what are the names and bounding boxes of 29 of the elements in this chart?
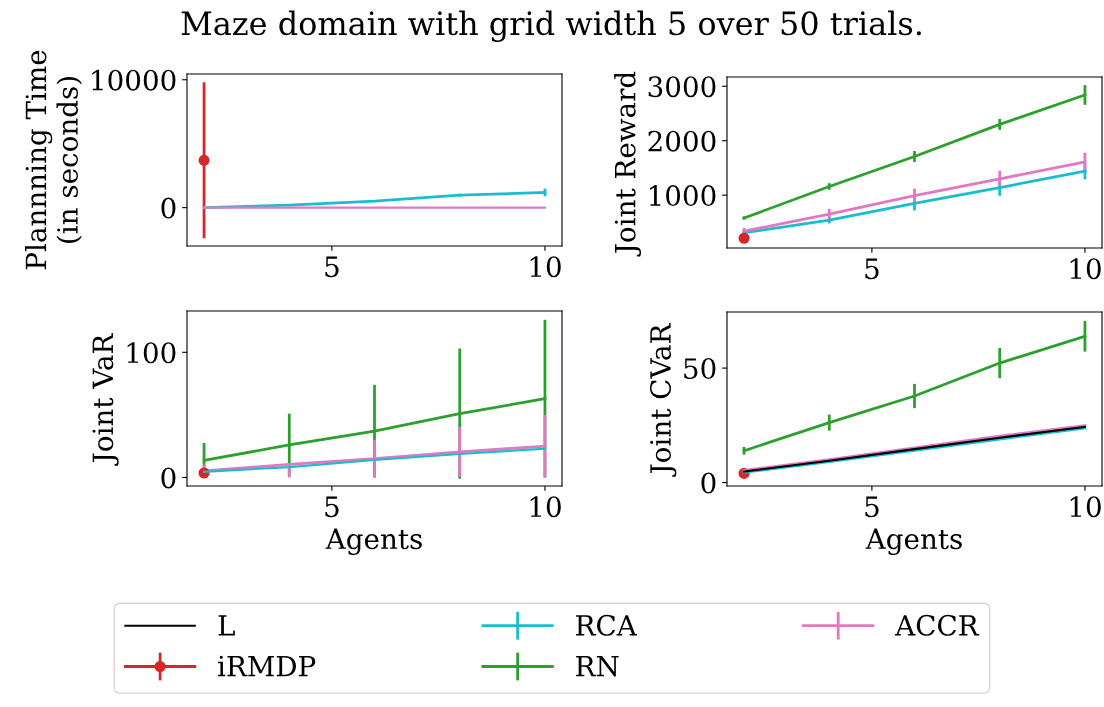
x-axis-title: Agents — [325, 528, 422, 556]
x-axis-title: Agents — [865, 528, 962, 556]
x-tick-label: 10 — [530, 256, 561, 278]
x-tick-label: 10 — [1070, 258, 1101, 280]
y-axis-title: Plannning Time (in seconds) — [24, 50, 82, 270]
legend-label: ACCR — [894, 614, 980, 636]
y-tick-label: 0 — [161, 197, 176, 219]
y-tick-label: 2000 — [648, 130, 716, 152]
y-tick-label: 1000 — [649, 185, 716, 207]
y-tick-label: 100 — [127, 342, 176, 364]
x-tick-label: 5 — [865, 258, 879, 280]
legend-label: iRMDP — [218, 655, 316, 677]
y-tick-label: 3000 — [648, 76, 716, 98]
chart-title: Maze domain with grid width 5 over 50 trials. — [181, 10, 921, 42]
y-tick-label: 50 — [684, 358, 716, 380]
legend-label: L — [218, 615, 235, 636]
y-tick-label: 0 — [701, 472, 716, 494]
x-tick-label: 5 — [865, 496, 879, 518]
x-tick-label: 5 — [325, 496, 339, 518]
y-tick-label: 0 — [161, 467, 176, 489]
y-tick-label: 10000 — [92, 69, 176, 91]
y-axis-title: Joint CVaR — [649, 322, 677, 477]
legend-label: RN — [576, 655, 619, 677]
x-tick-label: 5 — [325, 256, 339, 278]
x-tick-label: 10 — [530, 496, 561, 518]
y-axis-title: Joint VaR — [92, 333, 119, 466]
y-axis-title: Joint Reward — [614, 71, 642, 257]
x-tick-label: 10 — [1070, 496, 1101, 518]
legend-label: RCA — [576, 614, 638, 636]
